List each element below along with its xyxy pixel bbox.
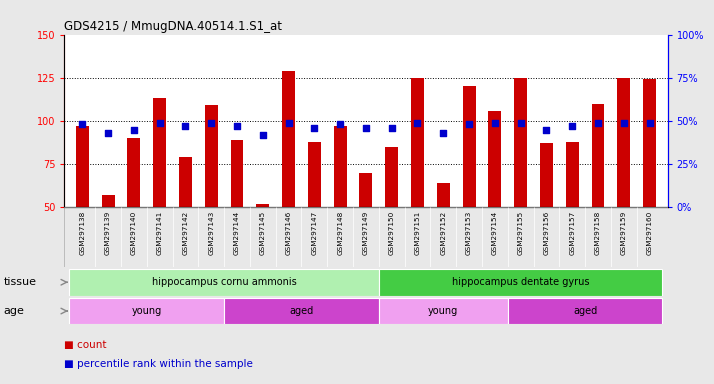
- Text: young: young: [131, 306, 162, 316]
- Text: ■ percentile rank within the sample: ■ percentile rank within the sample: [64, 359, 253, 369]
- Text: aged: aged: [573, 306, 597, 316]
- Point: [308, 125, 320, 131]
- Point: [154, 120, 166, 126]
- Point: [361, 125, 372, 131]
- Text: GSM297138: GSM297138: [79, 210, 85, 255]
- Point: [76, 121, 88, 127]
- Point: [618, 120, 630, 126]
- Text: GSM297152: GSM297152: [441, 210, 446, 255]
- Text: tissue: tissue: [4, 277, 36, 287]
- Point: [540, 127, 552, 133]
- Bar: [231, 140, 243, 207]
- Bar: [101, 195, 114, 207]
- Bar: [127, 138, 141, 207]
- FancyBboxPatch shape: [379, 269, 663, 296]
- Text: GSM297156: GSM297156: [543, 210, 549, 255]
- Text: GSM297149: GSM297149: [363, 210, 369, 255]
- Text: GSM297158: GSM297158: [595, 210, 601, 255]
- Bar: [514, 78, 527, 207]
- Point: [180, 123, 191, 129]
- Text: GDS4215 / MmugDNA.40514.1.S1_at: GDS4215 / MmugDNA.40514.1.S1_at: [64, 20, 282, 33]
- Point: [489, 120, 501, 126]
- Point: [386, 125, 398, 131]
- Point: [412, 120, 423, 126]
- Point: [515, 120, 526, 126]
- Point: [463, 121, 475, 127]
- Bar: [643, 79, 656, 207]
- Point: [438, 130, 449, 136]
- Bar: [437, 183, 450, 207]
- Text: GSM297142: GSM297142: [183, 210, 188, 255]
- Point: [257, 132, 268, 138]
- Bar: [565, 142, 578, 207]
- Text: GSM297154: GSM297154: [492, 210, 498, 255]
- Point: [334, 121, 346, 127]
- Bar: [256, 204, 269, 207]
- Point: [644, 120, 655, 126]
- Text: GSM297140: GSM297140: [131, 210, 137, 255]
- Text: GSM297146: GSM297146: [286, 210, 291, 255]
- Text: GSM297160: GSM297160: [647, 210, 653, 255]
- Bar: [179, 157, 192, 207]
- Text: GSM297139: GSM297139: [105, 210, 111, 255]
- Text: GSM297143: GSM297143: [208, 210, 214, 255]
- Text: GSM297157: GSM297157: [569, 210, 575, 255]
- Bar: [411, 78, 424, 207]
- Bar: [488, 111, 501, 207]
- Point: [129, 127, 140, 133]
- Point: [566, 123, 578, 129]
- Bar: [463, 86, 476, 207]
- Text: GSM297153: GSM297153: [466, 210, 472, 255]
- Point: [102, 130, 114, 136]
- Bar: [333, 126, 346, 207]
- Text: GSM297148: GSM297148: [337, 210, 343, 255]
- Bar: [308, 142, 321, 207]
- Text: GSM297147: GSM297147: [311, 210, 317, 255]
- FancyBboxPatch shape: [379, 298, 508, 324]
- Bar: [76, 126, 89, 207]
- FancyBboxPatch shape: [224, 298, 379, 324]
- Text: aged: aged: [289, 306, 313, 316]
- Bar: [205, 106, 218, 207]
- FancyBboxPatch shape: [69, 298, 224, 324]
- Point: [593, 120, 604, 126]
- Bar: [282, 71, 295, 207]
- Text: GSM297151: GSM297151: [415, 210, 421, 255]
- Bar: [540, 144, 553, 207]
- Bar: [591, 104, 605, 207]
- FancyBboxPatch shape: [508, 298, 663, 324]
- Text: GSM297159: GSM297159: [620, 210, 627, 255]
- Text: ■ count: ■ count: [64, 340, 107, 350]
- Text: GSM297141: GSM297141: [156, 210, 163, 255]
- Bar: [154, 99, 166, 207]
- Point: [231, 123, 243, 129]
- Bar: [386, 147, 398, 207]
- Point: [206, 120, 217, 126]
- Text: hippocampus cornu ammonis: hippocampus cornu ammonis: [152, 277, 296, 287]
- Text: age: age: [4, 306, 24, 316]
- Text: young: young: [428, 306, 458, 316]
- Point: [283, 120, 294, 126]
- Text: GSM297150: GSM297150: [388, 210, 395, 255]
- FancyBboxPatch shape: [69, 269, 379, 296]
- Text: GSM297144: GSM297144: [234, 210, 240, 255]
- Text: hippocampus dentate gyrus: hippocampus dentate gyrus: [452, 277, 589, 287]
- Text: GSM297145: GSM297145: [260, 210, 266, 255]
- Bar: [618, 78, 630, 207]
- Text: GSM297155: GSM297155: [518, 210, 523, 255]
- Bar: [359, 173, 373, 207]
